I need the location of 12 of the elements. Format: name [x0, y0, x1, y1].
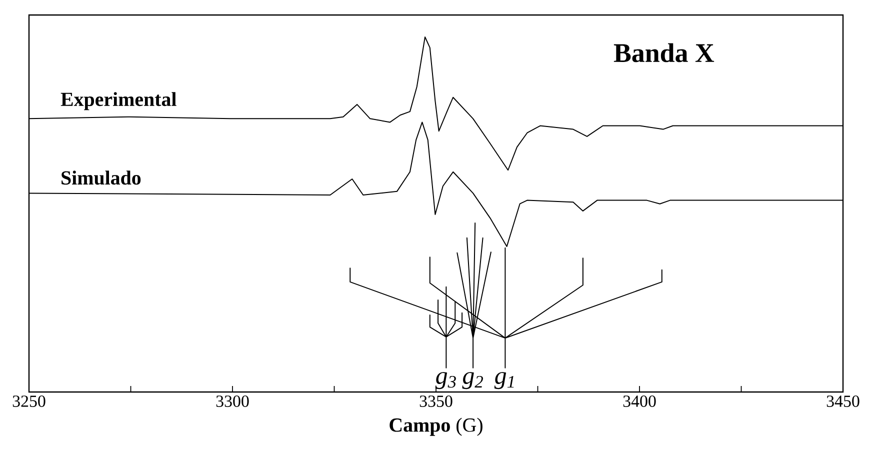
x-tick-label: 3300	[216, 396, 249, 407]
series-label: Experimental	[60, 92, 176, 110]
annotation: g$_{1}$	[494, 372, 514, 390]
annotation: g$_{2}$	[462, 372, 483, 390]
series-label: Simulado	[62, 170, 141, 185]
x-tick-label: 3350	[420, 396, 452, 407]
annotation: g$_{3}$	[435, 372, 456, 390]
chart-title: Banda X	[614, 43, 714, 62]
x-axis-title: Campo (G)	[390, 418, 482, 436]
x-tick-label: 3400	[623, 396, 656, 407]
x-tick-label: 3250	[12, 396, 46, 407]
x-tick-label: 3450	[826, 396, 860, 407]
